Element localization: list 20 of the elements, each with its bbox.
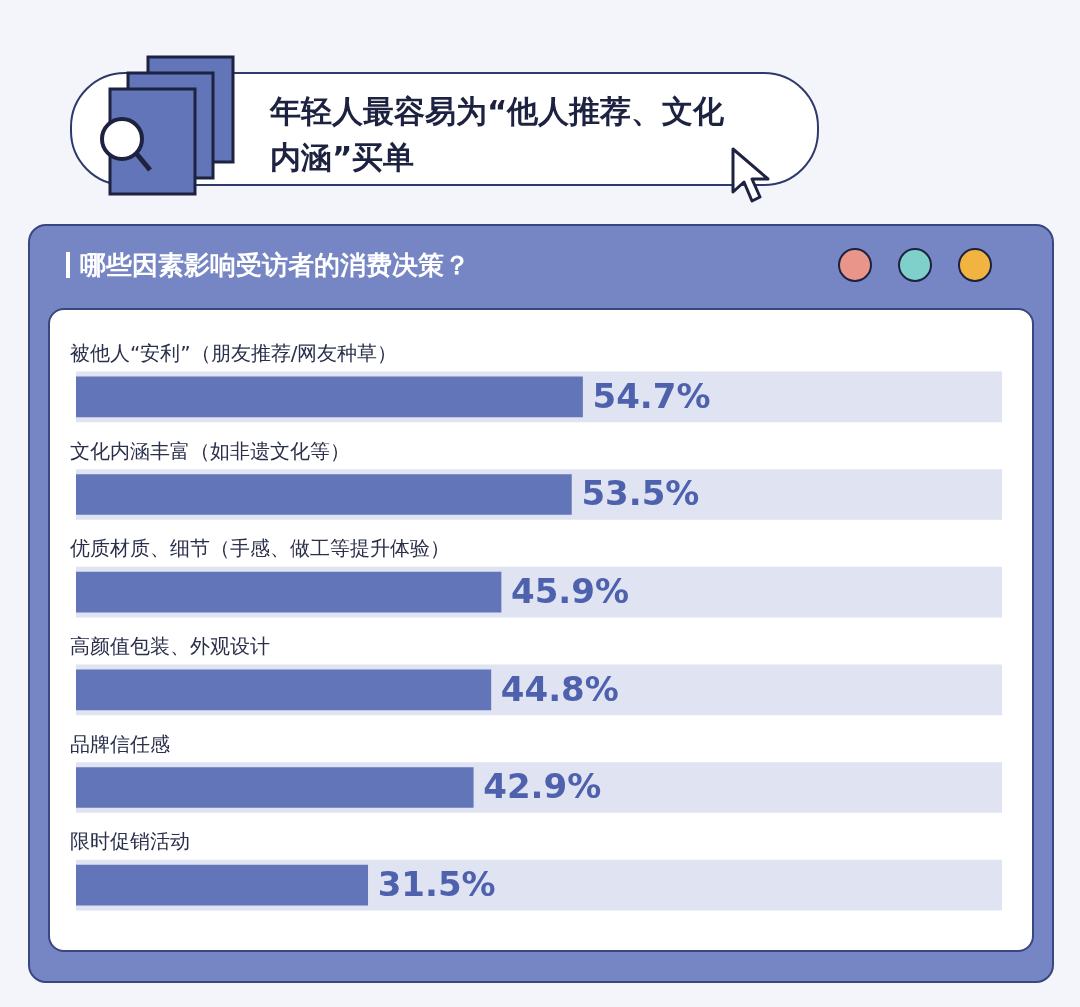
- data-label: 31.5%: [377, 863, 496, 904]
- bar: [76, 767, 474, 808]
- bar: [76, 376, 583, 418]
- data-label: 54.7%: [592, 375, 711, 416]
- data-label: 42.9%: [483, 766, 602, 807]
- data-label: 53.5%: [581, 473, 700, 514]
- y-tick-label: 优质材质、细节（手感、做工等提升体验）: [70, 536, 450, 561]
- chart-title: 年轻人最容易为“他人推荐、文化内涵”买单: [270, 92, 725, 177]
- y-tick-label: 高颜值包装、外观设计: [70, 634, 270, 659]
- bar: [76, 474, 572, 515]
- bar: [76, 571, 502, 613]
- y-tick-label: 品牌信任感: [70, 731, 170, 756]
- bar: [76, 669, 492, 711]
- data-label: 44.8%: [500, 668, 619, 709]
- y-tick-label: 被他人“安利”（朋友推荐/网友种草）: [70, 341, 398, 366]
- data-label: 45.9%: [511, 570, 629, 611]
- chart-subtitle: 哪些因素影响受访者的消费决策？: [80, 250, 470, 280]
- y-tick-label: 限时促销活动: [70, 829, 190, 854]
- y-tick-label: 文化内涵丰富（如非遗文化等）: [70, 438, 350, 463]
- bar: [76, 864, 369, 906]
